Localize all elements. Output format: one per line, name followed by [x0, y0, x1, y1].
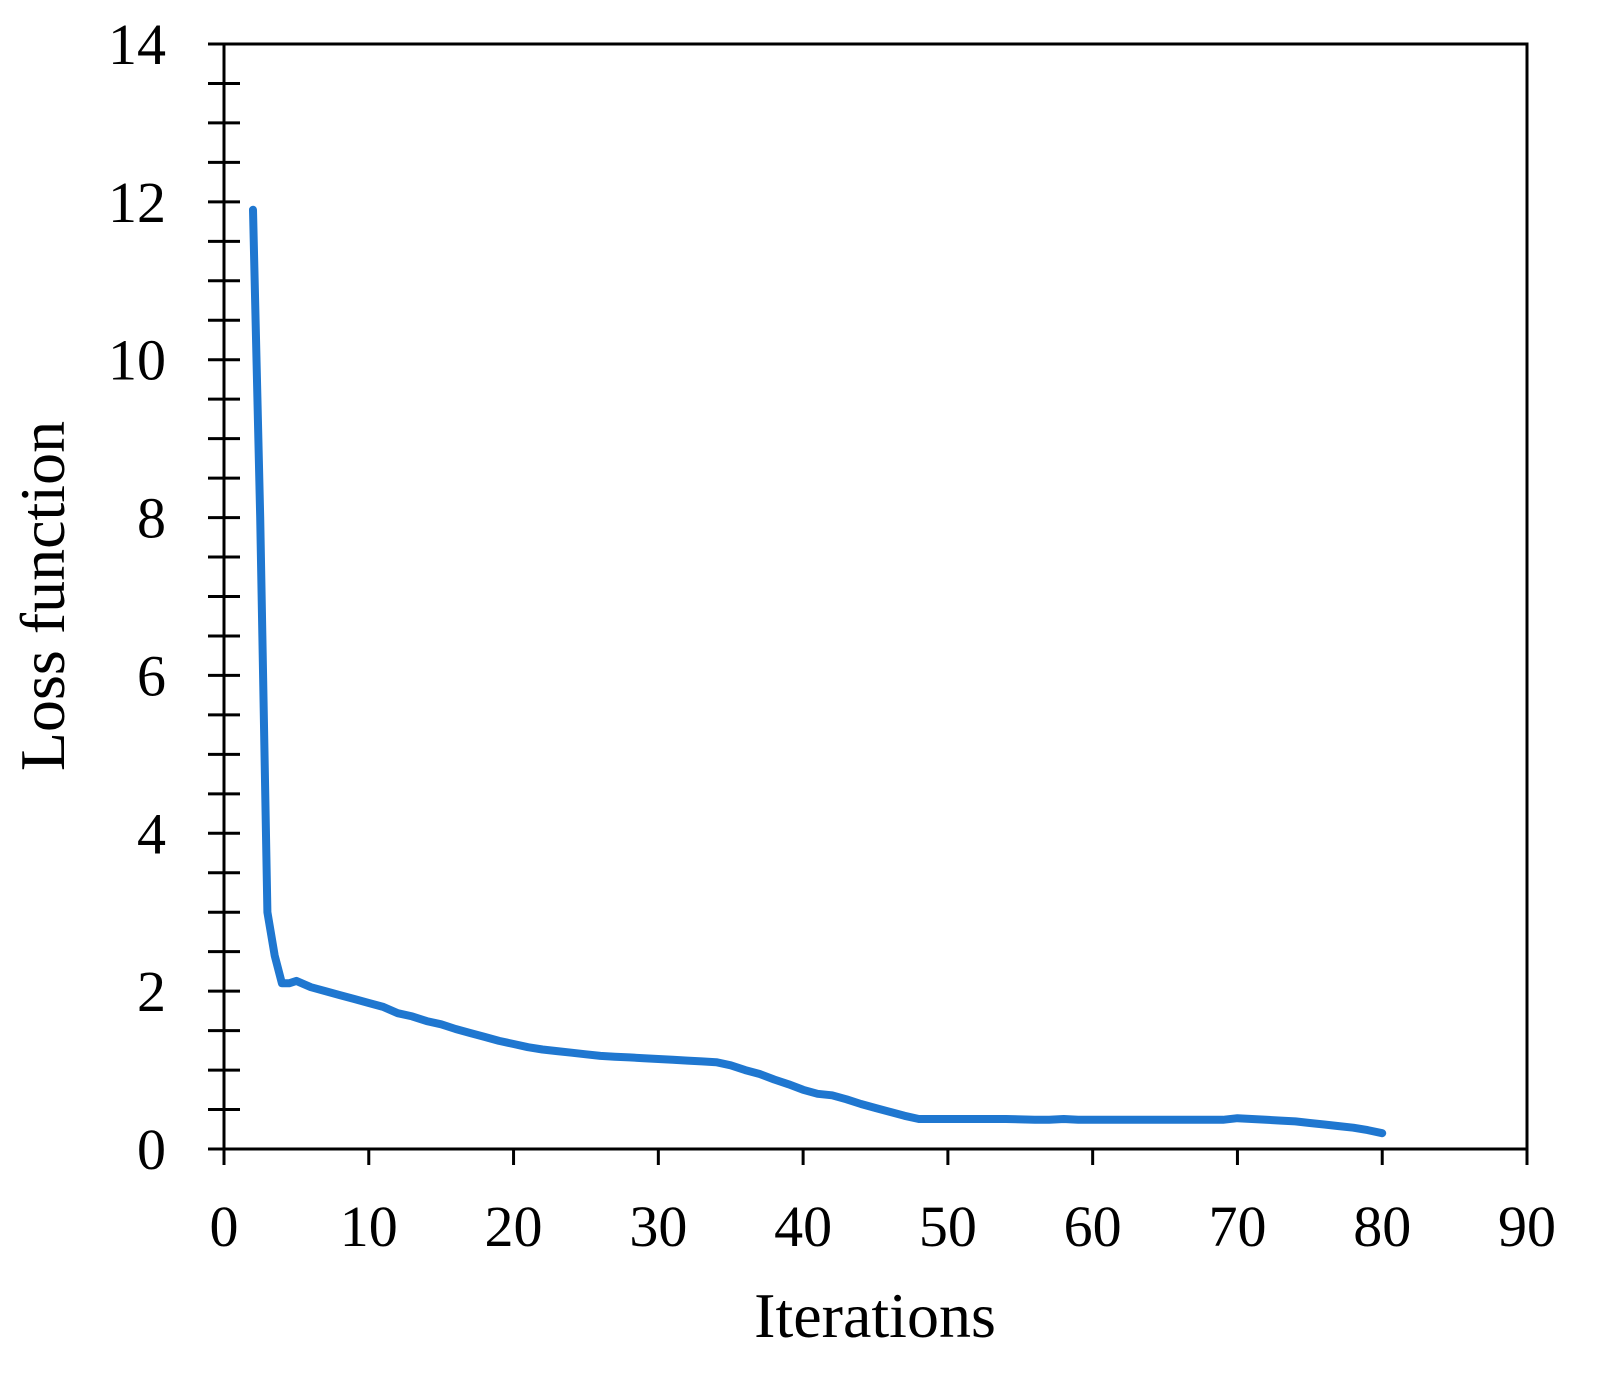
y-tick-label: 10 — [108, 328, 166, 393]
x-tick-label: 80 — [1353, 1194, 1411, 1259]
y-tick-label: 6 — [137, 643, 166, 708]
y-tick-label: 12 — [108, 170, 166, 235]
series-line-loss — [249, 205, 1387, 1138]
y-tick-label: 14 — [108, 12, 166, 77]
x-tick-label: 60 — [1064, 1194, 1122, 1259]
x-tick-label: 70 — [1208, 1194, 1266, 1259]
y-tick-label: 4 — [137, 801, 166, 866]
x-tick-label: 40 — [774, 1194, 832, 1259]
x-tick-label: 10 — [340, 1194, 398, 1259]
y-tick-label: 8 — [137, 486, 166, 551]
x-tick-label: 0 — [210, 1194, 239, 1259]
x-tick-label: 90 — [1498, 1194, 1556, 1259]
y-tick-label: 2 — [137, 959, 166, 1024]
x-tick-label: 20 — [485, 1194, 543, 1259]
x-tick-labels: 0 10 20 30 40 50 60 70 80 90 — [210, 1194, 1557, 1259]
y-axis-title: Loss function — [7, 421, 78, 771]
x-tick-label: 50 — [919, 1194, 977, 1259]
x-axis-title: Iterations — [754, 1280, 996, 1351]
plot-frame — [222, 42, 1529, 1151]
y-tick-labels: 0 2 4 6 8 10 12 14 — [108, 12, 166, 1182]
x-tick-label: 30 — [629, 1194, 687, 1259]
y-tick-label: 0 — [137, 1117, 166, 1182]
x-axis — [222, 1149, 1529, 1165]
y-axis — [208, 42, 240, 1151]
